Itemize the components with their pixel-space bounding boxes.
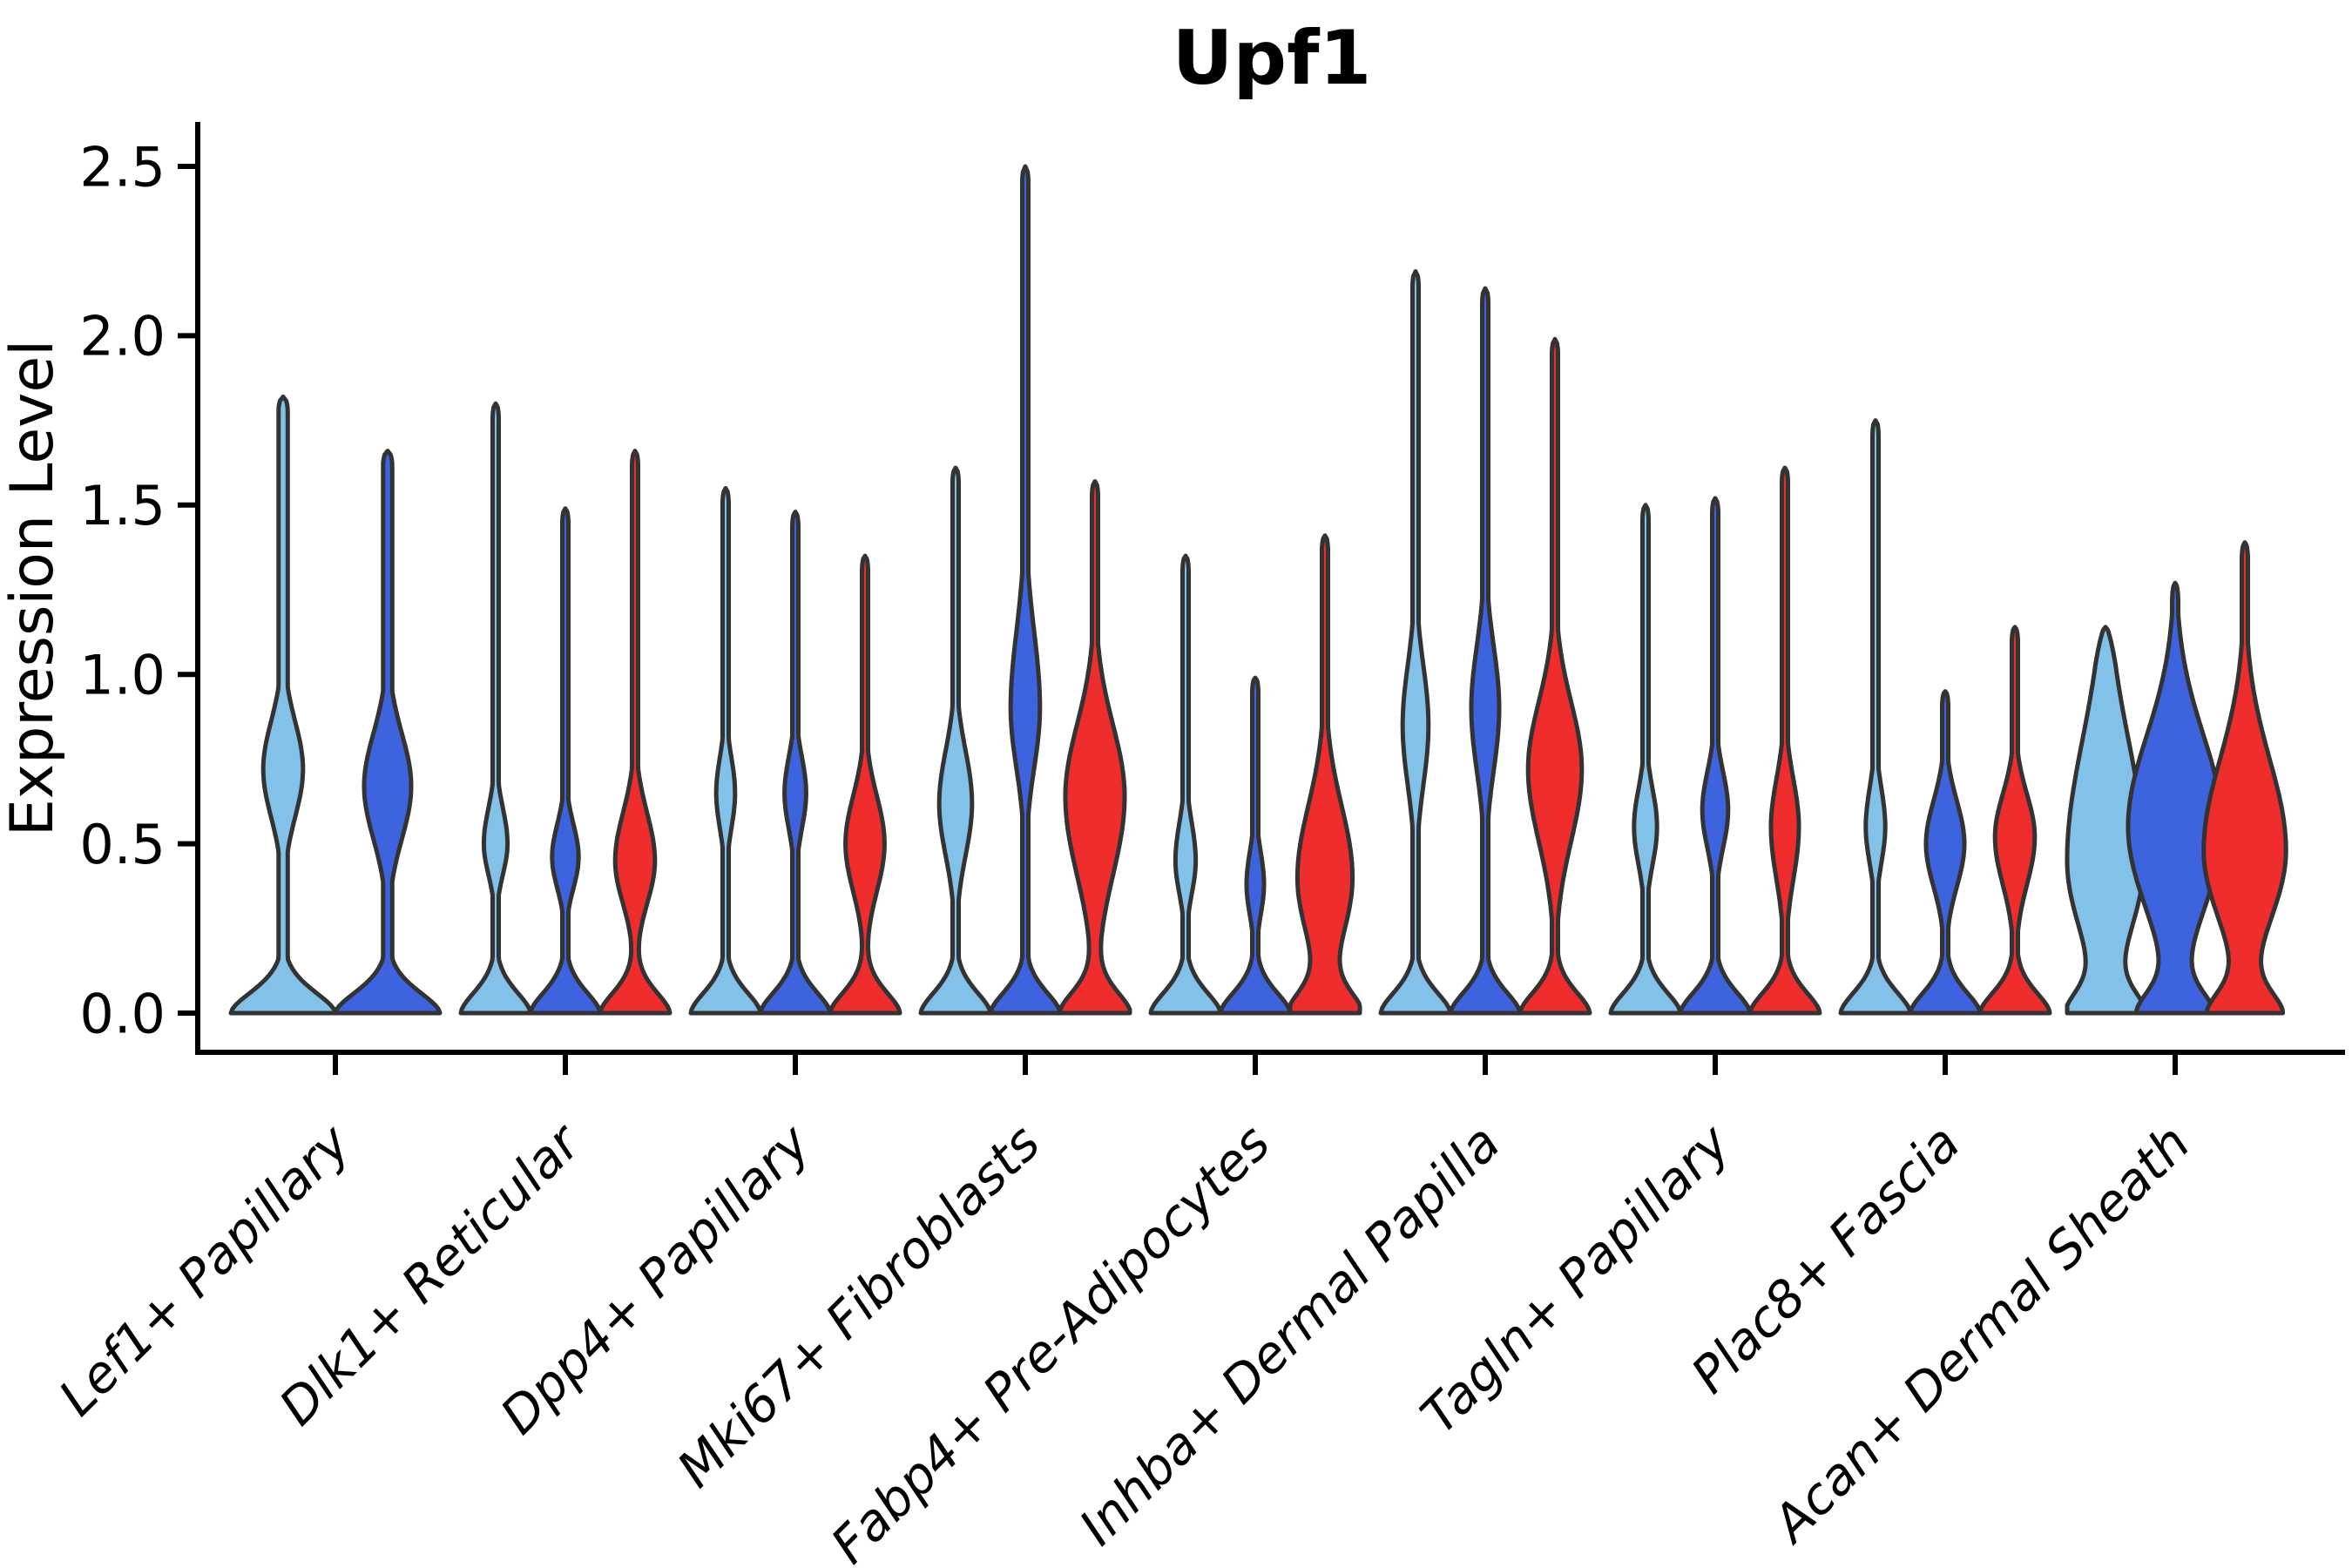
x-tick-label: Acan+ Dermal Sheath	[1759, 1113, 2201, 1556]
violin-light_blue-lef1-papillary	[228, 394, 338, 1016]
x-tick-label: Inhba+ Dermal Papilla	[1068, 1113, 1511, 1557]
violin-red-tagln-papillary	[1747, 465, 1822, 1016]
violin-red-mki67-fibroblasts	[1058, 479, 1132, 1016]
violin-dark_blue-tagln-papillary	[1678, 496, 1753, 1016]
violin-light_blue-tagln-papillary	[1608, 503, 1683, 1016]
y-tick-label: 0.0	[79, 982, 166, 1045]
y-tick-label: 1.0	[79, 644, 166, 707]
y-tick-label: 2.0	[79, 305, 166, 368]
y-tick-label: 1.5	[79, 474, 166, 537]
violin-light_blue-mki67-fibroblasts	[918, 465, 993, 1016]
y-tick-label: 0.5	[79, 813, 166, 876]
violin-light_blue-plac8-fascia	[1838, 418, 1913, 1016]
violin-dark_blue-mki67-fibroblasts	[988, 164, 1063, 1016]
plot-title: Upf1	[1173, 15, 1372, 102]
violin-red-dpp4-papillary	[828, 553, 902, 1016]
violin-dark_blue-plac8-fascia	[1908, 689, 1983, 1016]
y-axis-label: Expression Level	[0, 340, 67, 836]
violins-layer	[228, 164, 2288, 1016]
violin-light_blue-inhba-dermal-papilla	[1378, 269, 1453, 1016]
violin-light_blue-dlk1-reticular	[458, 401, 533, 1016]
violin-red-dlk1-reticular	[598, 449, 672, 1016]
violin-red-plac8-fascia	[1977, 625, 2052, 1016]
violin-dark_blue-inhba-dermal-papilla	[1448, 286, 1523, 1016]
violin-red-acan-dermal-sheath	[2201, 540, 2288, 1016]
violin-dark_blue-dpp4-papillary	[758, 510, 833, 1016]
violin-light_blue-fabp4-pre-adipocytes	[1148, 553, 1223, 1016]
violin-red-inhba-dermal-papilla	[1517, 336, 1592, 1016]
x-tick-label: Fabp4+ Pre-Adipocytes	[820, 1113, 1281, 1568]
y-tick-label: 2.5	[79, 135, 166, 199]
violin-dark_blue-fabp4-pre-adipocytes	[1218, 675, 1293, 1016]
violin-light_blue-dpp4-papillary	[688, 485, 763, 1016]
violin-red-fabp4-pre-adipocytes	[1288, 533, 1362, 1016]
violin-dark_blue-dlk1-reticular	[528, 506, 603, 1016]
violin-dark_blue-lef1-papillary	[333, 449, 443, 1016]
